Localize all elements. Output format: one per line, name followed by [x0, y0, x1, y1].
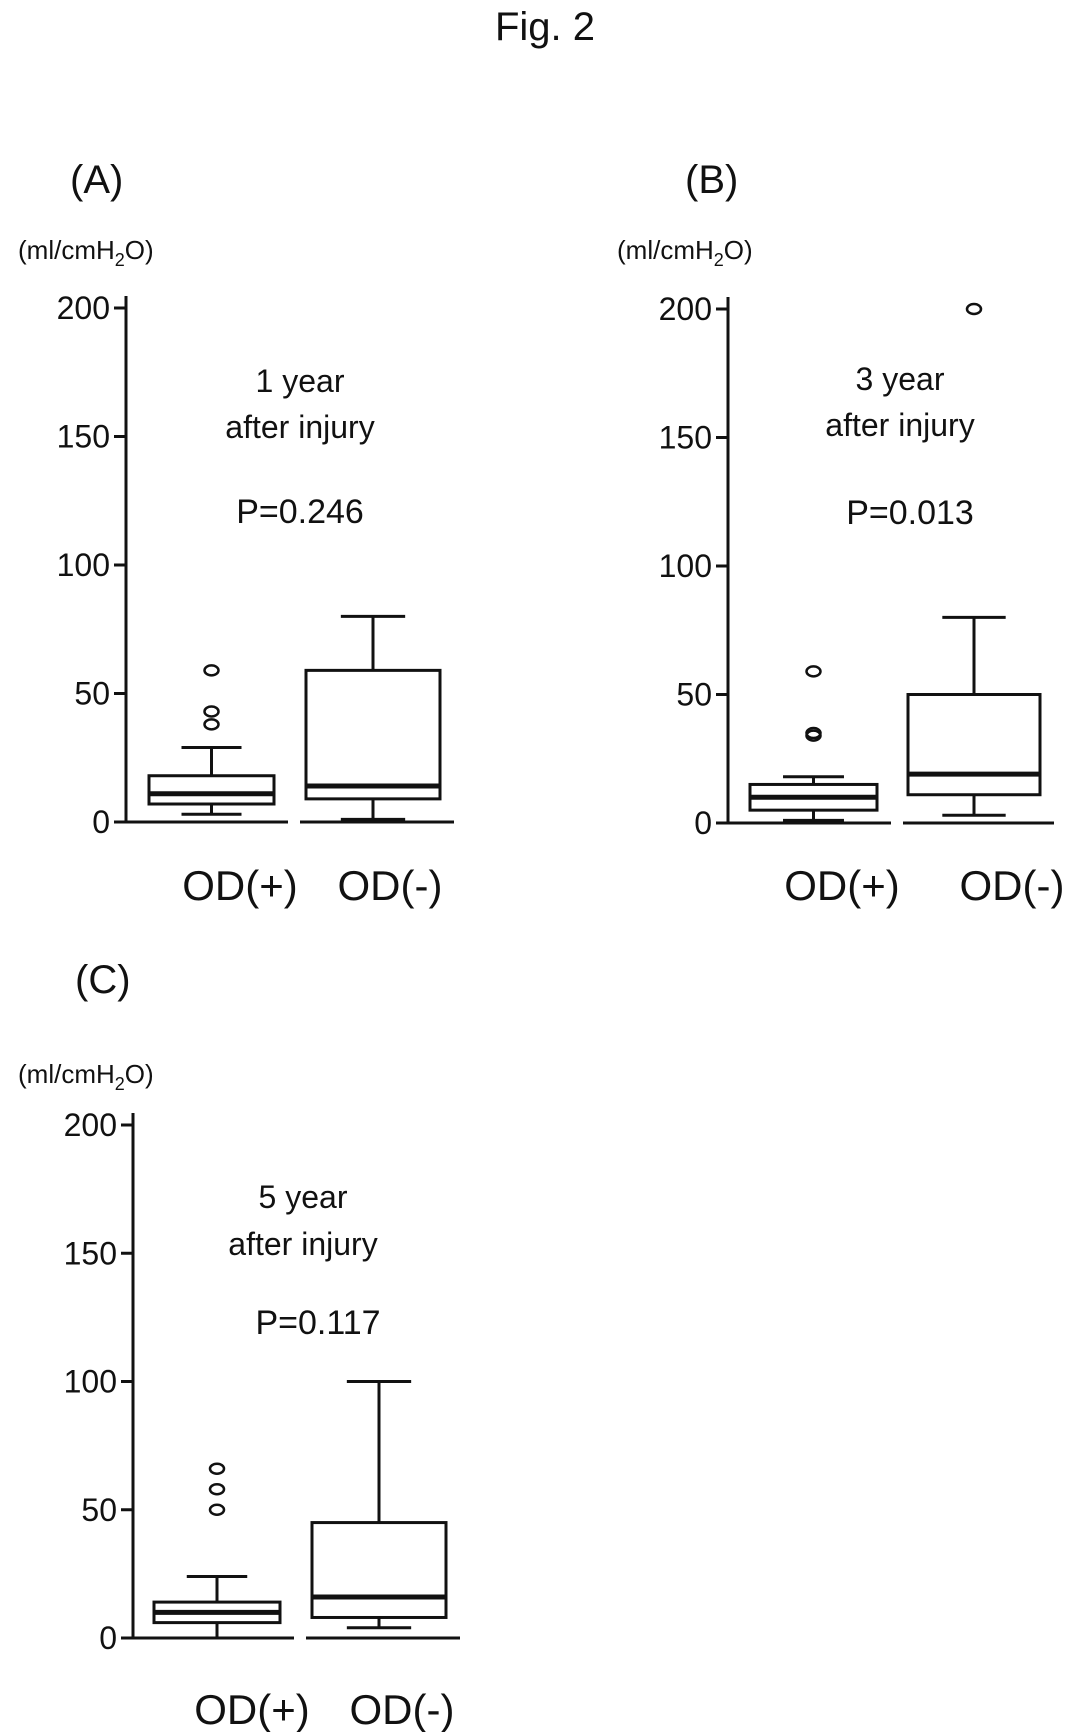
chart-panel-a: (A) (ml/cmH2O) 0 50 100 150 200 OD(+) OD(-) 1 yea… [18, 158, 454, 909]
y-axis-label-subscript: 2 [714, 250, 724, 270]
p-value: P=0.246 [236, 493, 364, 531]
y-axis-label-subscript: 2 [115, 250, 125, 270]
outlier-point [208, 1503, 226, 1516]
box-iqr [304, 668, 442, 801]
x-category-label: OD(-) [350, 1686, 455, 1732]
y-axis-label-prefix: (ml/cmH [18, 235, 115, 265]
y-tick-label: 100 [64, 1364, 117, 1400]
y-tick-label: 100 [659, 548, 712, 584]
x-category-label: OD(-) [338, 862, 443, 909]
box-iqr [147, 774, 276, 806]
y-axis-label: (ml/cmH2O) [617, 235, 753, 270]
y-tick-label: 50 [74, 676, 110, 712]
outlier-point [208, 1482, 226, 1496]
y-axis-label-prefix: (ml/cmH [18, 1059, 115, 1089]
outlier-point [203, 718, 220, 731]
box-plot-od-plus [147, 664, 276, 816]
p-value: P=0.117 [255, 1304, 380, 1342]
y-axis-label-suffix: O) [125, 235, 154, 265]
y-axis-label-suffix: O) [724, 235, 753, 265]
panel-label: (C) [75, 958, 131, 1002]
y-tick-label: 200 [57, 290, 110, 326]
box-plot-od-minus [310, 1380, 448, 1630]
outlier-point [203, 664, 220, 677]
y-axis-label-subscript: 2 [115, 1074, 125, 1094]
x-category-label: OD(+) [182, 862, 298, 909]
chart-panel-b: (B) (ml/cmH2O) 0 50 100 150 200 OD(+) OD(-) 3 yea… [617, 158, 1064, 909]
box-plot-od-minus [906, 302, 1042, 817]
y-tick-label: 50 [676, 677, 712, 713]
y-tick-label: 150 [64, 1235, 117, 1271]
panel-label: (A) [70, 158, 123, 202]
figure-title: Fig. 2 [495, 5, 595, 49]
y-tick-label: 200 [64, 1107, 117, 1143]
y-tick-label: 200 [659, 291, 712, 327]
box-plot-od-plus [152, 1462, 282, 1640]
outlier-point [203, 705, 220, 718]
y-tick-label: 0 [99, 1620, 117, 1656]
box-iqr [906, 693, 1042, 797]
x-category-label: OD(+) [194, 1686, 310, 1732]
annotation-line: after injury [225, 409, 374, 445]
annotation-line: 3 year [856, 361, 945, 397]
p-value: P=0.013 [846, 494, 974, 532]
y-axis-label: (ml/cmH2O) [18, 1059, 154, 1094]
y-tick-label: 150 [57, 419, 110, 455]
chart-panel-c: (C) (ml/cmH2O) 0 50 100 150 200 OD(+) OD(-) 5 yea… [18, 958, 460, 1732]
box-plot-od-plus [748, 665, 879, 822]
y-axis-label: (ml/cmH2O) [18, 235, 154, 270]
y-axis-label-suffix: O) [125, 1059, 154, 1089]
box-plot-od-minus [304, 614, 442, 821]
outlier-point [805, 665, 822, 678]
box-iqr [310, 1521, 448, 1619]
annotation-line: after injury [228, 1226, 377, 1262]
outlier-point [805, 726, 822, 740]
panel-label: (B) [685, 158, 738, 202]
annotation-line: 5 year [259, 1179, 348, 1215]
x-category-label: OD(-) [960, 862, 1065, 909]
y-axis-label-prefix: (ml/cmH [617, 235, 714, 265]
y-tick-label: 0 [92, 804, 110, 840]
annotation-line: 1 year [256, 363, 345, 399]
outlier-point [965, 302, 983, 316]
y-tick-label: 150 [659, 420, 712, 456]
y-tick-label: 50 [81, 1492, 117, 1528]
y-tick-label: 100 [57, 547, 110, 583]
x-category-label: OD(+) [784, 862, 900, 909]
outlier-point [208, 1462, 226, 1475]
annotation-line: after injury [825, 407, 974, 443]
y-tick-label: 0 [694, 805, 712, 841]
